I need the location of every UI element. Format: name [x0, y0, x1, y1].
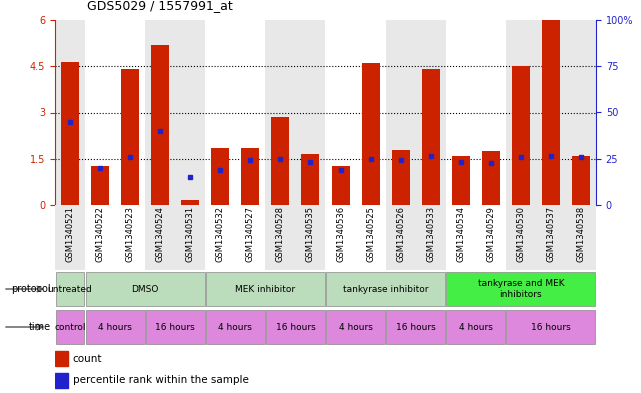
Text: GSM1340535: GSM1340535 [306, 206, 315, 262]
Text: 4 hours: 4 hours [98, 323, 132, 332]
Text: GSM1340531: GSM1340531 [186, 206, 195, 262]
Text: GSM1340528: GSM1340528 [276, 206, 285, 262]
Bar [85, 205, 145, 270]
Bar [386, 205, 445, 270]
Bar [121, 69, 139, 205]
Text: GSM1340527: GSM1340527 [246, 206, 255, 262]
Text: time: time [29, 322, 51, 332]
Text: 16 hours: 16 hours [395, 323, 435, 332]
Text: GDS5029 / 1557991_at: GDS5029 / 1557991_at [87, 0, 233, 12]
Bar [55, 373, 69, 387]
Bar [572, 156, 590, 205]
Bar [362, 63, 379, 205]
Bar [446, 310, 505, 345]
Text: DMSO: DMSO [131, 285, 159, 294]
Bar [56, 310, 85, 345]
Text: GSM1340530: GSM1340530 [517, 206, 526, 262]
Bar [452, 156, 470, 205]
Text: 4 hours: 4 hours [338, 323, 372, 332]
Bar [145, 205, 205, 270]
Text: tankyrase inhibitor: tankyrase inhibitor [343, 285, 428, 294]
Bar [506, 310, 595, 345]
Text: GSM1340538: GSM1340538 [576, 206, 585, 263]
Bar [266, 310, 325, 345]
Text: 16 hours: 16 hours [155, 323, 195, 332]
Text: GSM1340536: GSM1340536 [336, 206, 345, 263]
Bar [271, 117, 290, 205]
Bar [206, 310, 265, 345]
Bar [91, 167, 109, 205]
Text: GSM1340523: GSM1340523 [126, 206, 135, 262]
Bar [422, 69, 440, 205]
Bar [146, 310, 204, 345]
Text: tankyrase and MEK
inhibitors: tankyrase and MEK inhibitors [478, 279, 564, 299]
Text: GSM1340526: GSM1340526 [396, 206, 405, 262]
Bar [206, 272, 325, 307]
Bar [445, 205, 506, 270]
Bar [265, 20, 326, 205]
Bar [326, 205, 386, 270]
Bar [482, 151, 500, 205]
Text: 4 hours: 4 hours [219, 323, 253, 332]
Bar [331, 167, 349, 205]
Bar [212, 148, 229, 205]
Bar [386, 20, 445, 205]
Text: untreated: untreated [47, 285, 92, 294]
Text: 16 hours: 16 hours [531, 323, 570, 332]
Text: GSM1340522: GSM1340522 [96, 206, 104, 262]
Bar [55, 205, 85, 270]
Bar [542, 20, 560, 205]
Bar [512, 66, 530, 205]
Bar [61, 62, 79, 205]
Text: GSM1340532: GSM1340532 [216, 206, 225, 262]
Text: GSM1340533: GSM1340533 [426, 206, 435, 263]
Text: MEK inhibitor: MEK inhibitor [235, 285, 296, 294]
Bar [55, 20, 85, 205]
Bar [265, 205, 326, 270]
Bar [506, 20, 596, 205]
Bar [242, 148, 260, 205]
Text: 16 hours: 16 hours [276, 323, 315, 332]
Bar [151, 45, 169, 205]
Text: GSM1340529: GSM1340529 [487, 206, 495, 262]
Text: GSM1340534: GSM1340534 [456, 206, 465, 262]
Bar [205, 205, 265, 270]
Text: control: control [54, 323, 86, 332]
Bar [205, 20, 265, 205]
Bar [387, 310, 445, 345]
Text: GSM1340524: GSM1340524 [156, 206, 165, 262]
Bar [392, 149, 410, 205]
Bar [326, 20, 386, 205]
Bar [445, 20, 506, 205]
Bar [446, 272, 595, 307]
Text: 4 hours: 4 hours [459, 323, 493, 332]
Text: percentile rank within the sample: percentile rank within the sample [73, 375, 249, 385]
Bar [86, 310, 145, 345]
Bar [145, 20, 205, 205]
Bar [86, 272, 204, 307]
Text: count: count [73, 354, 103, 364]
Bar [506, 205, 596, 270]
Bar [301, 154, 319, 205]
Bar [181, 200, 199, 205]
Text: protocol: protocol [12, 284, 51, 294]
Bar [56, 272, 85, 307]
Text: GSM1340521: GSM1340521 [65, 206, 74, 262]
Bar [85, 20, 145, 205]
Bar [55, 351, 69, 366]
Bar [326, 310, 385, 345]
Text: GSM1340537: GSM1340537 [546, 206, 555, 263]
Bar [326, 272, 445, 307]
Text: GSM1340525: GSM1340525 [366, 206, 375, 262]
